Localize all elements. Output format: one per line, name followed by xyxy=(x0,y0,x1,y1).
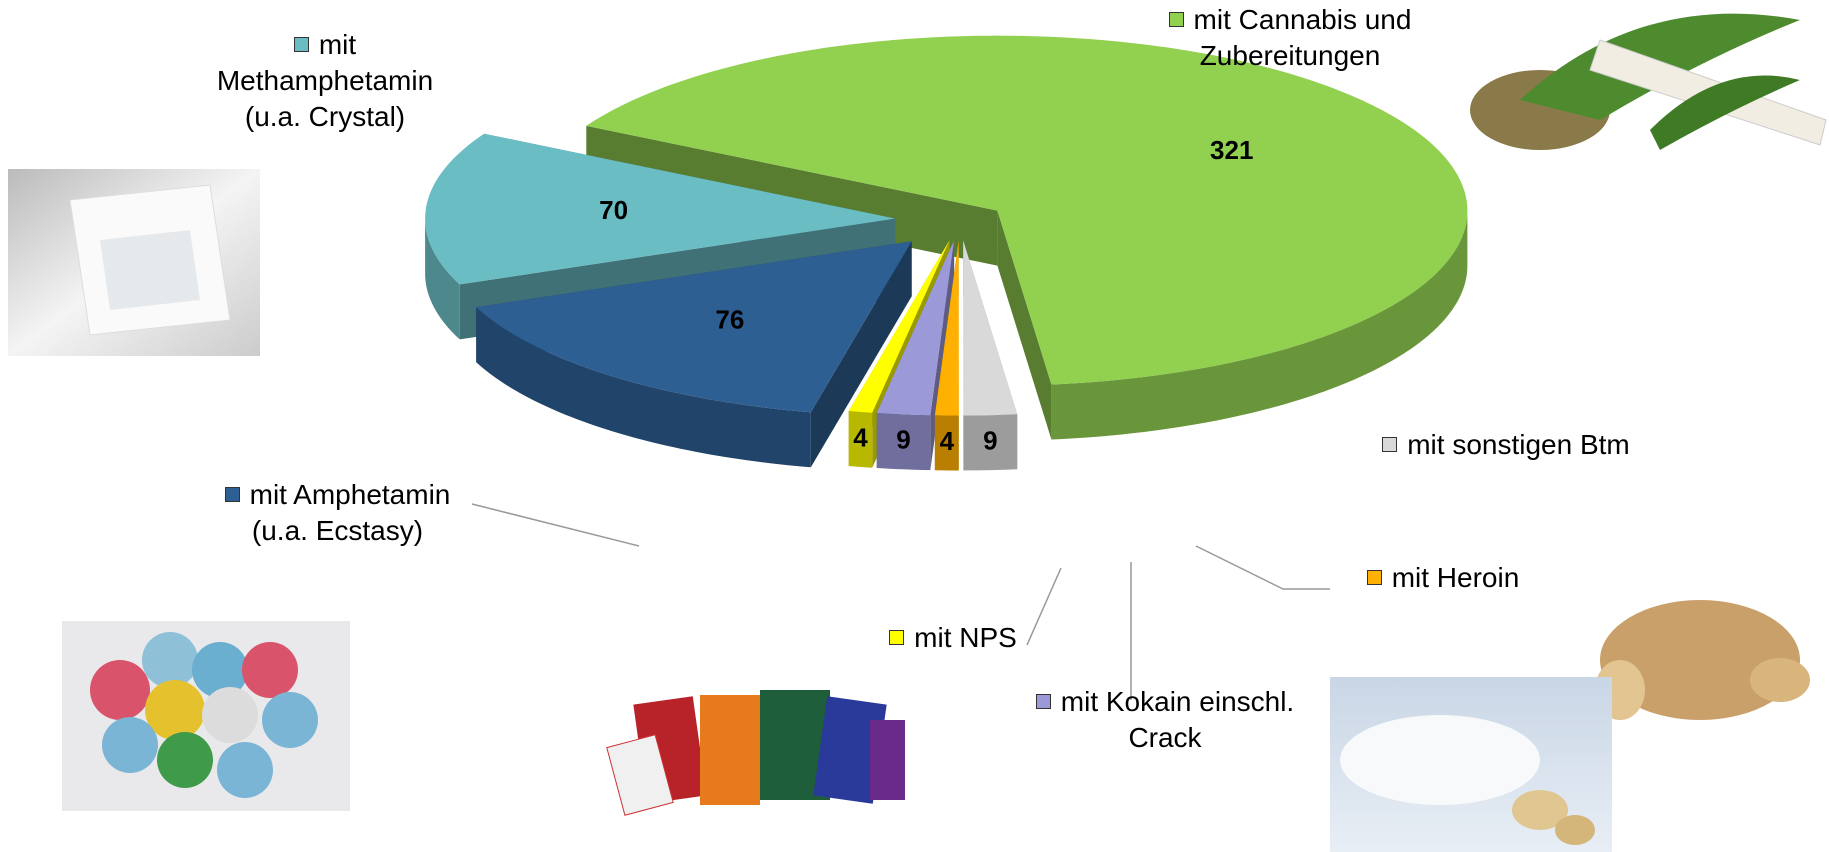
slice-top xyxy=(876,240,955,416)
photo-cocaine xyxy=(1330,677,1612,852)
slice xyxy=(963,240,1018,471)
category-label: mit Cannabis und Zubereitungen xyxy=(1150,2,1430,74)
slice-side xyxy=(476,307,811,468)
legend-marker xyxy=(1035,694,1051,709)
slice-face xyxy=(997,210,1052,440)
photo-ecstasy xyxy=(62,621,350,811)
slice xyxy=(476,241,912,468)
category-text: mit sonstigen Btm xyxy=(1407,429,1630,460)
category-label: mit Amphetamin (u.a. Ecstasy) xyxy=(200,477,475,549)
legend-marker xyxy=(224,487,240,502)
data-label: 4 xyxy=(940,426,955,456)
category-text: mit Methamphetamin (u.a. Crystal) xyxy=(216,29,434,132)
category-text: mit Amphetamin (u.a. Ecstasy) xyxy=(249,479,451,546)
slice-side xyxy=(934,415,959,471)
slice-top xyxy=(586,35,1468,385)
slice xyxy=(876,240,955,471)
data-label: 4 xyxy=(853,422,868,452)
legend-marker xyxy=(1382,437,1398,452)
slice-side xyxy=(963,414,1018,471)
photo-nps-packets xyxy=(606,690,905,816)
category-label: mit NPS xyxy=(873,620,1033,656)
slice-side xyxy=(1051,210,1468,440)
data-label: 76 xyxy=(715,304,744,334)
legend-marker xyxy=(293,37,309,52)
data-label: 70 xyxy=(599,195,628,225)
legend-marker xyxy=(889,630,905,645)
slice-top xyxy=(476,241,912,413)
category-text: mit Heroin xyxy=(1391,562,1520,593)
category-text: mit Kokain einschl. Crack xyxy=(1060,686,1295,753)
category-label: mit sonstigen Btm xyxy=(1346,427,1666,463)
slice xyxy=(934,240,959,471)
data-label: 9 xyxy=(896,425,910,455)
category-label: mit Kokain einschl. Crack xyxy=(1005,684,1325,756)
category-text: mit Cannabis und Zubereitungen xyxy=(1193,4,1412,71)
legend-marker xyxy=(1168,12,1184,27)
photo-methamphetamine xyxy=(8,169,260,356)
legend-marker xyxy=(1366,570,1382,585)
slice-top xyxy=(963,240,1018,416)
slice-side xyxy=(876,412,931,471)
category-label: mit Heroin xyxy=(1343,560,1543,596)
data-label: 321 xyxy=(1210,135,1253,165)
slice-top xyxy=(934,240,959,416)
slice-top xyxy=(425,133,896,285)
slice-side xyxy=(848,411,873,468)
data-label: 9 xyxy=(983,426,997,456)
photo-heroin xyxy=(1595,600,1810,720)
category-label: mit Methamphetamin (u.a. Crystal) xyxy=(200,27,450,135)
leader-lines xyxy=(471,503,1330,700)
slice-side xyxy=(425,218,460,340)
slice-face xyxy=(848,240,950,467)
category-text: mit NPS xyxy=(914,622,1017,653)
slice-top xyxy=(848,240,950,413)
photo-cannabis xyxy=(1470,13,1827,150)
